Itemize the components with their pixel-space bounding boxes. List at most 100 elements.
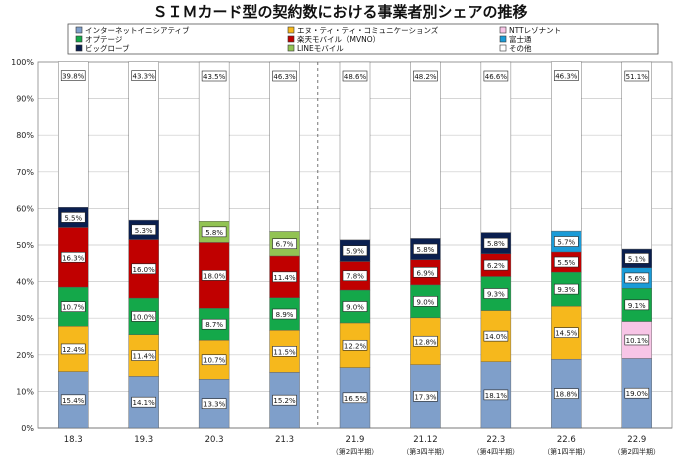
x-tick-label: 21.12 xyxy=(413,435,437,445)
x-tick-label: 21.3 xyxy=(275,435,294,445)
data-label: 9.3% xyxy=(487,290,505,298)
data-label: 9.0% xyxy=(417,298,435,306)
data-label-box xyxy=(624,387,650,399)
y-tick-label: 80% xyxy=(16,131,34,140)
plot-area: 15.4%12.4%10.7%16.3%5.5%39.8%14.1%11.4%1… xyxy=(58,61,652,429)
data-label-box xyxy=(554,256,579,268)
data-label-box xyxy=(483,389,509,401)
x-tick-label: 21.9 xyxy=(346,435,365,445)
x-tick-label: 22.6 xyxy=(557,435,576,445)
legend-label: NTTレゾナント xyxy=(509,26,561,35)
data-label: 13.3% xyxy=(203,401,226,409)
y-tick-label: 50% xyxy=(16,241,34,250)
data-label: 6.7% xyxy=(276,241,294,249)
data-label-box xyxy=(201,270,227,281)
data-label-box xyxy=(201,70,227,82)
data-label: 10.1% xyxy=(626,337,649,345)
x-sub-label: （第2四半期） xyxy=(614,447,660,456)
bar-segment xyxy=(621,61,652,250)
bar-group: 17.3% 12.8% 9.0% 6.9% 5.8% 48.2% xyxy=(410,61,441,429)
data-label: 18.1% xyxy=(485,392,508,400)
data-label: 43.5% xyxy=(203,73,226,81)
legend-label: その他 xyxy=(509,43,532,53)
data-label-box xyxy=(624,299,650,311)
data-label: 6.2% xyxy=(487,262,505,270)
data-label-box xyxy=(554,70,579,81)
data-label-box xyxy=(131,70,156,81)
legend-swatch xyxy=(287,26,295,34)
data-label: 18.0% xyxy=(203,272,226,280)
data-label: 18.8% xyxy=(555,391,578,399)
bar-group: 14.1% 11.4% 10.0% 16.0% 5.3% 43.3% xyxy=(128,61,159,429)
data-label: 51.1% xyxy=(626,73,649,81)
bar-segment xyxy=(480,61,512,233)
legend-label: インターネットイニシアティブ xyxy=(85,25,190,35)
data-label-box xyxy=(272,394,297,406)
data-label: 15.4% xyxy=(62,397,85,405)
data-label-box xyxy=(554,388,579,399)
legend-swatch xyxy=(499,26,507,34)
data-label-box xyxy=(483,70,509,82)
y-axis: 0% 10% 20% 30% 40% 50% 60% 70% 80% 90% 100% xyxy=(11,58,34,433)
data-label-box xyxy=(342,245,368,256)
data-label: 15.2% xyxy=(273,397,296,405)
chart-title: ＳＩＭカード型の契約数における事業者別シェアの推移 xyxy=(152,3,527,21)
data-label-box xyxy=(131,396,156,408)
data-label-box xyxy=(201,398,227,409)
data-label: 16.5% xyxy=(344,395,367,403)
data-label-box xyxy=(624,253,650,264)
bar-group: 18.8% 14.5% 9.3% 5.5% 5.7% 46.3% xyxy=(551,61,582,429)
data-label-box xyxy=(483,288,509,299)
legend-label: ビッグローブ xyxy=(85,43,130,53)
bar-group: 13.3% 10.7% 8.7% 18.0% 5.8% 43.5% xyxy=(198,61,230,429)
data-label: 9.0% xyxy=(346,303,364,311)
data-label-box xyxy=(624,334,650,346)
data-label: 6.9% xyxy=(417,269,435,277)
y-tick-label: 0% xyxy=(21,424,34,433)
y-tick-label: 60% xyxy=(16,204,34,213)
data-label-box xyxy=(483,237,509,249)
data-label: 16.0% xyxy=(133,266,156,274)
x-sub-label: （第3四半期） xyxy=(402,447,448,456)
y-tick-label: 10% xyxy=(16,387,34,396)
data-label: 46.3% xyxy=(273,73,296,81)
legend-swatch xyxy=(75,35,83,43)
x-tick-label: 18.3 xyxy=(64,435,83,445)
data-label-box xyxy=(554,236,579,247)
data-label-box xyxy=(131,311,156,322)
data-label: 14.5% xyxy=(555,330,578,338)
data-label-box xyxy=(272,308,297,320)
data-label-box xyxy=(60,251,86,263)
data-label: 9.1% xyxy=(628,302,646,310)
bar-segment xyxy=(339,61,371,241)
bar-group: 16.5% 12.2% 9.0% 7.8% 5.9% 48.6% xyxy=(339,61,371,429)
legend-swatch xyxy=(499,44,507,52)
data-label-box xyxy=(131,263,156,275)
data-label-box xyxy=(60,301,86,312)
data-label-box xyxy=(483,259,509,271)
data-label-box xyxy=(342,70,368,82)
x-sub-label: （第2四半期） xyxy=(332,447,378,456)
data-label: 46.6% xyxy=(485,73,508,81)
data-label-box xyxy=(342,392,368,404)
data-label: 5.9% xyxy=(346,248,364,256)
data-label: 9.3% xyxy=(557,286,575,294)
data-label-box xyxy=(60,212,86,223)
bar-segment xyxy=(198,61,230,222)
data-label-box xyxy=(342,339,368,351)
data-label-box xyxy=(342,301,368,312)
legend-label: LINEモバイル xyxy=(297,44,344,53)
y-tick-label: 90% xyxy=(16,95,34,104)
data-label: 12.4% xyxy=(62,346,85,354)
bar-segment xyxy=(58,61,89,208)
data-label: 8.9% xyxy=(276,311,294,319)
data-label-box xyxy=(413,296,438,307)
data-label: 5.8% xyxy=(487,240,505,248)
data-label: 5.6% xyxy=(628,275,646,283)
y-tick-label: 70% xyxy=(16,168,34,177)
data-label: 11.4% xyxy=(273,274,296,282)
data-label-box xyxy=(131,224,156,236)
x-sub-label: （第4四半期） xyxy=(473,447,519,456)
legend-label: 富士通 xyxy=(509,34,532,44)
